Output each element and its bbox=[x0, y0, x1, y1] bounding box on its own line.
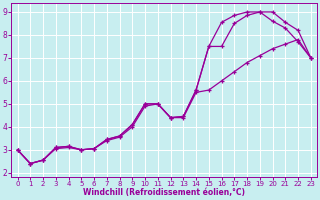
X-axis label: Windchill (Refroidissement éolien,°C): Windchill (Refroidissement éolien,°C) bbox=[83, 188, 245, 197]
